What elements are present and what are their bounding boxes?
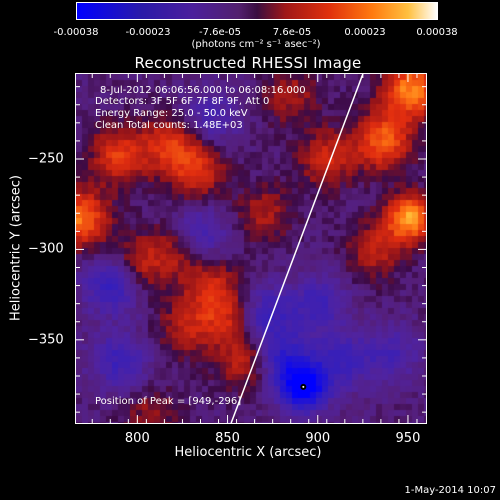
colorbar-tick-label: 0.00038	[416, 27, 458, 38]
energy-range-text: Energy Range: 25.0 - 50.0 keV	[95, 108, 248, 119]
colorbar-tick-label: -0.00023	[125, 27, 171, 38]
minimum-marker-center	[302, 385, 305, 388]
minimum-marker	[300, 383, 307, 390]
x-tick-label: 800	[124, 431, 150, 446]
y-axis-label: Heliocentric Y (arcsec)	[8, 175, 24, 321]
detectors-text: Detectors: 3F 5F 6F 7F 8F 9F, Att 0	[95, 96, 270, 107]
colorbar-tick-label: 7.6e-05	[272, 27, 312, 38]
x-tick-label: 850	[215, 431, 240, 446]
time-range-text: 8-Jul-2012 06:06:56.000 to 06:08:16.000	[100, 85, 306, 96]
colorbar	[76, 2, 438, 20]
plot-overlay	[76, 74, 426, 423]
y-tick-label: −350	[28, 332, 64, 348]
colorbar-units: (photons cm⁻² s⁻¹ asec⁻²)	[191, 39, 321, 50]
timestamp: 1-May-2014 10:07	[404, 485, 496, 496]
flux-heatmap	[76, 74, 426, 423]
axis-tick-marks	[76, 74, 426, 423]
peak-position-text: Position of Peak = [949,-296]	[95, 396, 242, 407]
y-tick-label: −250	[28, 151, 64, 167]
colorbar-tick-label: 0.00023	[344, 27, 386, 38]
x-tick-label: 900	[305, 431, 331, 446]
total-counts-text: Clean Total counts: 1.48E+03	[95, 120, 243, 131]
image-plot	[75, 73, 427, 424]
y-tick-label: −300	[28, 241, 64, 257]
x-tick-label: 950	[395, 431, 421, 446]
solar-limb-line	[230, 74, 364, 423]
plot-title: Reconstructed RHESSI Image	[134, 54, 362, 72]
colorbar-tick-label: -0.00038	[53, 27, 99, 38]
x-axis-label: Heliocentric X (arcsec)	[174, 445, 322, 460]
colorbar-tick-label: -7.6e-05	[199, 27, 241, 38]
